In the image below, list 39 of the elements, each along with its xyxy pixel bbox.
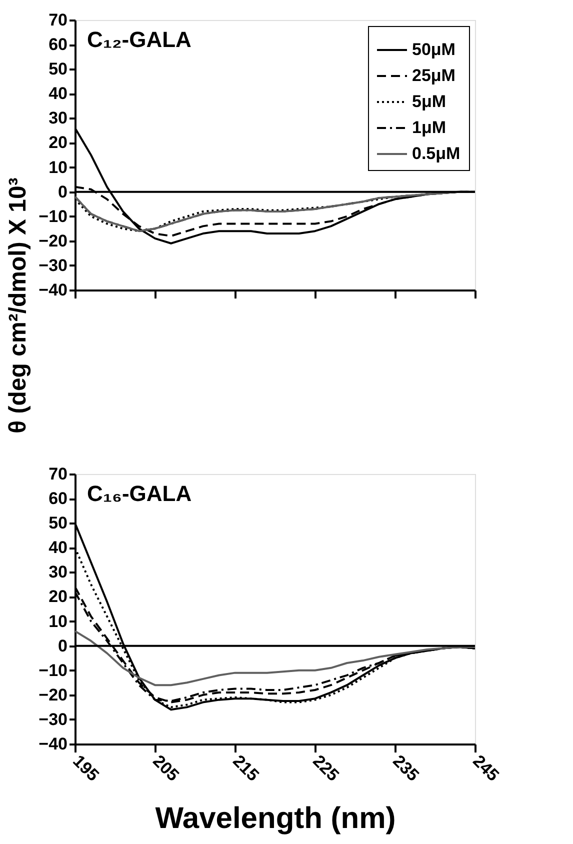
y-tick-label: −10: [38, 660, 68, 680]
y-tick-label: 60: [48, 35, 68, 54]
y-tick-label: −40: [38, 280, 68, 300]
y-tick-label: −20: [38, 685, 68, 704]
y-tick-label: 30: [48, 108, 68, 128]
y-tick-label: 70: [48, 464, 68, 484]
y-tick-label: 50: [48, 60, 68, 79]
y-tick-label: 60: [48, 489, 68, 508]
legend-label: 25μM: [412, 66, 456, 85]
y-tick-label: 0: [58, 182, 68, 202]
y-tick-label: 10: [48, 158, 68, 177]
y-axis-title: θ (deg cm²/dmol) X 10³: [4, 178, 32, 434]
x-tick-label: 195: [69, 751, 103, 785]
y-tick-label: 40: [48, 538, 68, 558]
chart-title: C₁₆-GALA: [87, 481, 192, 506]
y-tick-label: 10: [48, 612, 68, 631]
y-tick-label: 20: [48, 587, 68, 606]
x-tick-label: 205: [149, 751, 183, 785]
y-tick-label: 20: [48, 133, 68, 152]
x-tick-label: 225: [309, 751, 343, 785]
legend-label: 0.5μM: [412, 144, 460, 163]
y-tick-label: −10: [38, 206, 68, 226]
y-tick-label: −40: [38, 734, 68, 754]
legend-label: 1μM: [412, 118, 446, 137]
x-tick-label: 245: [469, 751, 503, 785]
x-tick-label: 235: [389, 751, 423, 785]
chart-title: C₁₂-GALA: [87, 27, 192, 52]
y-tick-label: −20: [38, 231, 68, 250]
legend-label: 5μM: [412, 92, 446, 111]
y-tick-label: −30: [38, 256, 68, 275]
y-tick-label: 70: [48, 10, 68, 30]
y-tick-label: 50: [48, 514, 68, 533]
x-axis-title: Wavelength (nm): [155, 802, 396, 836]
y-tick-label: −30: [38, 710, 68, 729]
y-tick-label: 30: [48, 562, 68, 582]
x-tick-label: 215: [229, 751, 263, 785]
y-tick-label: 0: [58, 636, 68, 656]
y-tick-label: 40: [48, 84, 68, 104]
legend-label: 50μM: [412, 40, 456, 59]
